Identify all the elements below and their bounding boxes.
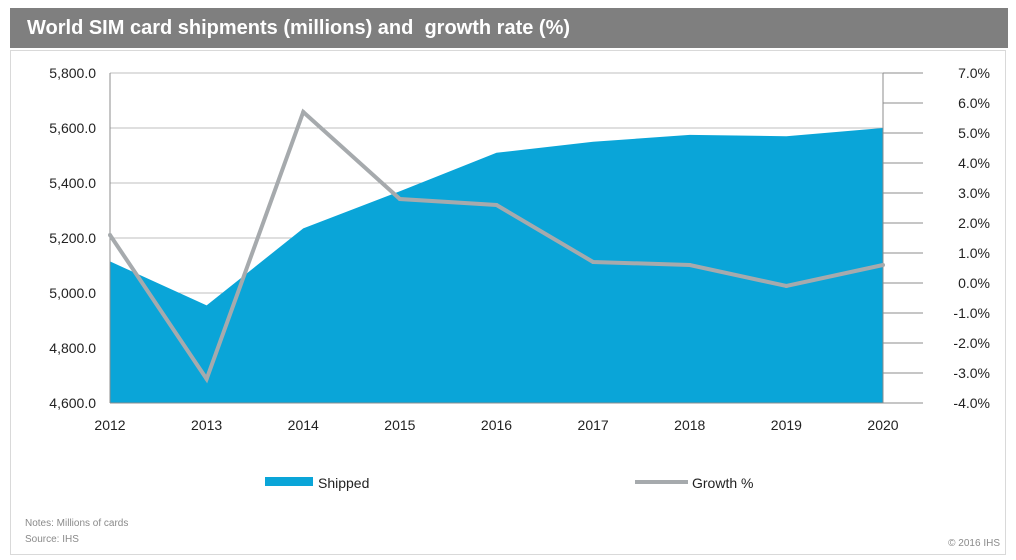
x-tick-label: 2020: [867, 417, 898, 433]
growth-point: [881, 263, 885, 267]
left-tick-label: 5,400.0: [49, 175, 96, 191]
left-tick-label: 5,200.0: [49, 230, 96, 246]
growth-point: [591, 260, 596, 264]
legend-swatch-shipped: [265, 477, 313, 486]
right-tick-label: 2.0%: [958, 215, 990, 231]
growth-point: [108, 233, 112, 237]
growth-line-layer: [108, 108, 885, 384]
right-tick-label: -1.0%: [953, 305, 990, 321]
right-tick-label: 4.0%: [958, 155, 990, 171]
growth-point: [397, 197, 402, 201]
source-text: Source: IHS: [25, 534, 79, 545]
right-tick-label: 6.0%: [958, 95, 990, 111]
right-tick-label: -2.0%: [953, 335, 990, 351]
right-tick-label: 7.0%: [958, 65, 990, 81]
title-bar: World SIM card shipments (millions) and …: [10, 8, 1008, 48]
notes-text: Notes: Millions of cards: [25, 518, 129, 529]
right-tick-label: -4.0%: [953, 395, 990, 411]
legend-label-growth: Growth %: [692, 475, 753, 491]
growth-point: [494, 203, 499, 207]
legend-label-shipped: Shipped: [318, 475, 369, 491]
right-tick-label: 1.0%: [958, 245, 990, 261]
copyright-text: © 2016 IHS: [948, 538, 1000, 549]
growth-point: [301, 110, 306, 114]
tick-labels: 4,600.0 4,800.0 5,000.0 5,200.0 5,400.0 5,600…: [49, 65, 990, 433]
shipped-area: [110, 128, 883, 403]
x-tick-label: 2019: [771, 417, 802, 433]
x-tick-label: 2012: [94, 417, 125, 433]
growth-point: [784, 284, 789, 288]
left-tick-label: 4,600.0: [49, 395, 96, 411]
x-tick-label: 2017: [578, 417, 609, 433]
left-tick-label: 5,800.0: [49, 65, 96, 81]
right-tick-label: 0.0%: [958, 275, 990, 291]
x-tick-label: 2018: [674, 417, 705, 433]
right-tick-label: 3.0%: [958, 185, 990, 201]
growth-point: [204, 377, 209, 381]
x-tick-label: 2013: [191, 417, 222, 433]
chart-panel: [10, 50, 1006, 555]
left-tick-label: 4,800.0: [49, 340, 96, 356]
x-tick-label: 2014: [288, 417, 319, 433]
left-tick-label: 5,600.0: [49, 120, 96, 136]
shipped-area-layer: [110, 128, 883, 403]
x-tick-label: 2016: [481, 417, 512, 433]
chart-title: World SIM card shipments (millions) and …: [27, 17, 571, 39]
right-tick-label: -3.0%: [953, 365, 990, 381]
left-tick-label: 5,000.0: [49, 285, 96, 301]
growth-point: [687, 263, 692, 267]
legend: Shipped Growth %: [265, 475, 753, 491]
x-tick-label: 2015: [384, 417, 415, 433]
right-tick-label: 5.0%: [958, 125, 990, 141]
